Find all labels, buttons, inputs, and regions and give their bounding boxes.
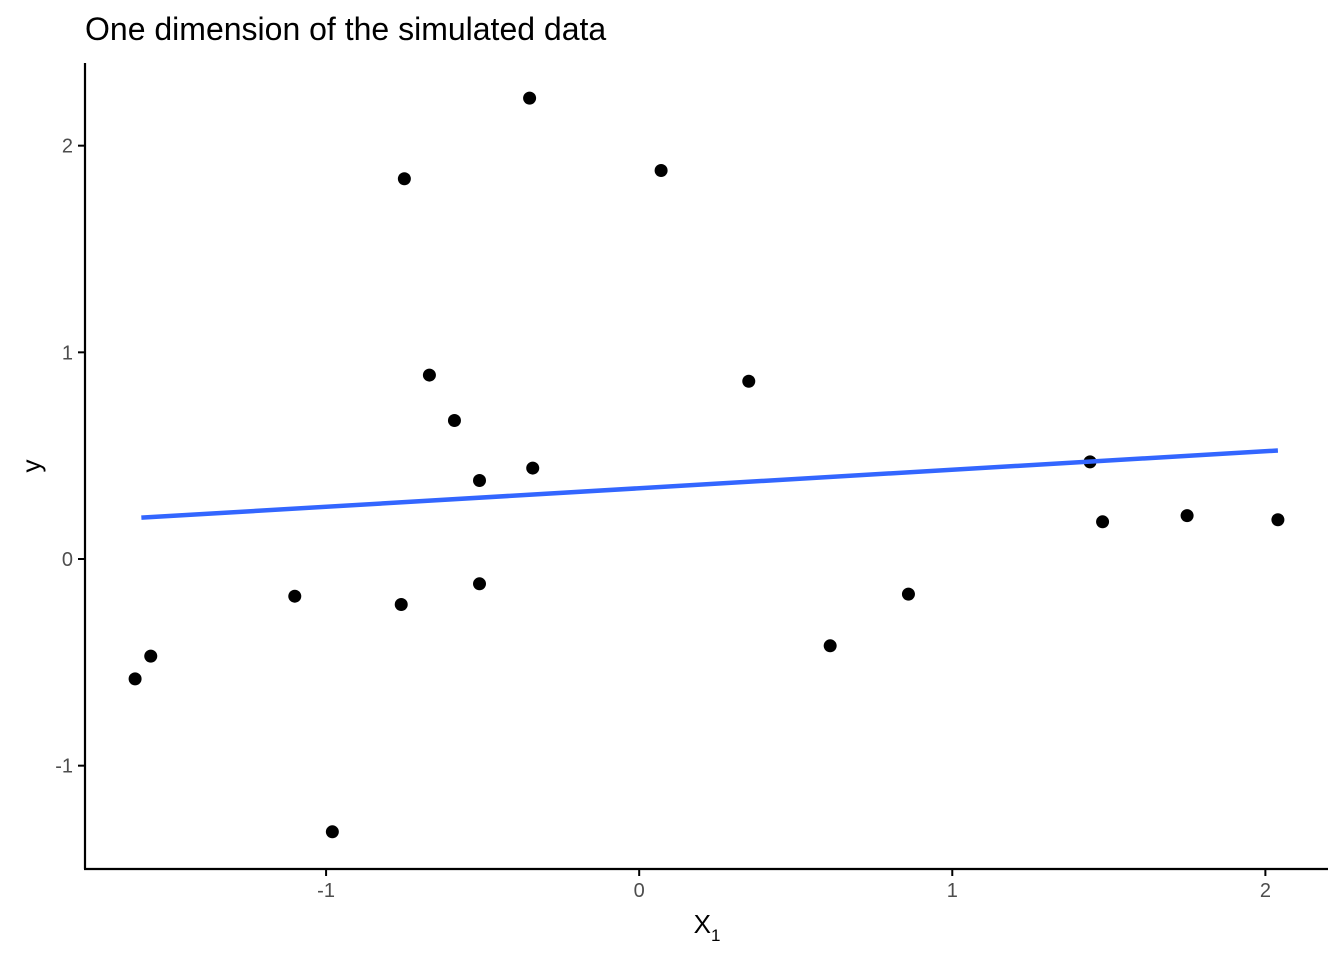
data-point-2 (144, 649, 158, 663)
data-point-15 (823, 639, 837, 653)
x-tick-label-2: 2 (1260, 880, 1271, 902)
x-axis-title: X1 (694, 909, 721, 945)
x-axis-title-main: X (694, 909, 711, 939)
data-point-5 (394, 597, 408, 611)
y-tick-label-2: 2 (62, 136, 73, 158)
data-point-9 (473, 473, 487, 487)
y-axis-title: y (16, 460, 46, 473)
axis-ticks: -1 0 1 2 -1 0 1 2 (55, 136, 1271, 902)
chart-title: One dimension of the simulated data (85, 11, 606, 47)
x-tick-label--1: -1 (317, 880, 335, 902)
data-point-11 (523, 91, 537, 105)
data-point-4 (325, 825, 339, 839)
x-tick-label-0: 0 (634, 880, 645, 902)
data-point-13 (654, 163, 668, 177)
data-point-19 (1180, 509, 1194, 523)
x-tick-label-1: 1 (947, 880, 958, 902)
y-tick-label-1: 1 (62, 342, 73, 364)
y-tick-label--1: -1 (55, 756, 73, 778)
y-tick-label-0: 0 (62, 549, 73, 571)
data-point-8 (447, 414, 461, 428)
data-point-20 (1271, 513, 1285, 527)
data-point-18 (1096, 515, 1110, 529)
data-point-1 (128, 672, 142, 686)
data-point-12 (526, 461, 540, 475)
data-point-16 (901, 587, 915, 601)
data-point-14 (742, 374, 756, 388)
plot-area (128, 91, 1285, 839)
data-point-6 (397, 172, 411, 186)
data-point-3 (288, 589, 302, 603)
fit-line (141, 448, 1279, 520)
x-axis-title-subscript: 1 (711, 926, 720, 945)
data-point-7 (422, 368, 436, 382)
data-point-10 (473, 577, 487, 591)
